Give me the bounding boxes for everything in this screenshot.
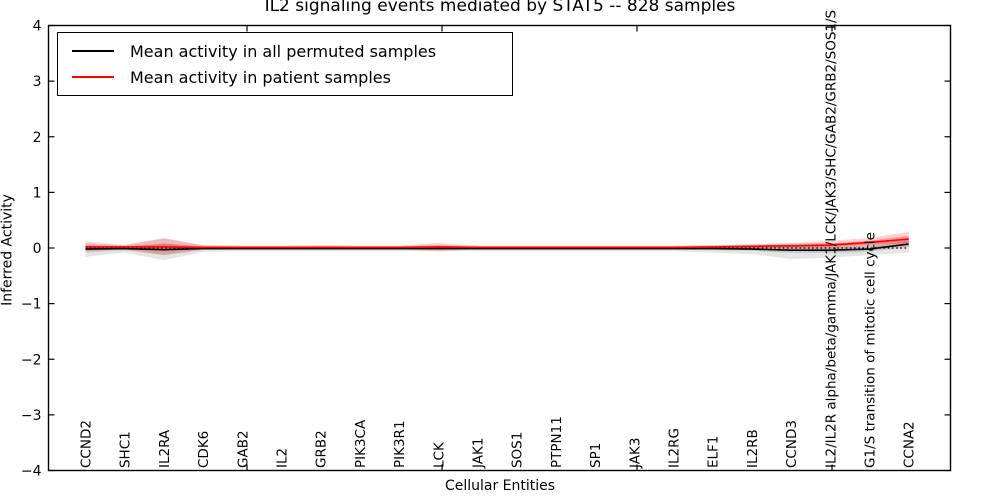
y-tick-label: 2 — [33, 130, 42, 146]
x-tick-label: IL2 — [275, 448, 291, 468]
y-tick-label: 3 — [33, 74, 42, 90]
mean-line-patient — [85, 238, 909, 249]
x-tick-label: PIK3CA — [353, 419, 369, 468]
legend-label-patient: Mean activity in patient samples — [130, 67, 391, 87]
x-tick-label: CCND3 — [784, 420, 800, 468]
x-tick-label: SOS1 — [510, 432, 526, 468]
x-tick-label: IL2RG — [667, 428, 683, 468]
legend-item-patient: Mean activity in patient samples — [72, 68, 512, 87]
x-tick-label: CDK6 — [196, 431, 212, 468]
x-tick-label: GRB2 — [314, 430, 330, 468]
y-tick-label: 0 — [33, 241, 42, 257]
x-tick-label: G1/S transition of mitotic cell cycle — [863, 232, 879, 468]
legend-line-permuted-icon — [72, 50, 114, 52]
y-tick-label: −3 — [21, 408, 42, 424]
legend-item-permuted: Mean activity in all permuted samples — [72, 42, 512, 61]
x-tick-label: JAK1 — [471, 438, 487, 469]
y-tick-label: −2 — [21, 352, 42, 368]
mean-line-permuted — [85, 243, 909, 251]
x-tick-label: IL2/IL2R alpha/beta/gamma/JAK1/LCK/JAK3/… — [823, 10, 839, 468]
confidence-band-patient-outer — [85, 231, 909, 256]
y-tick-label: −4 — [21, 464, 42, 480]
y-tick-label: 4 — [33, 19, 42, 35]
legend-label-permuted: Mean activity in all permuted samples — [130, 41, 437, 61]
y-tick-label: −1 — [21, 297, 42, 313]
legend: Mean activity in all permuted samples Me… — [57, 32, 513, 96]
x-tick-label: SHC1 — [118, 431, 134, 468]
x-tick-label: CCNA2 — [902, 421, 918, 468]
x-axis-label: Cellular Entities — [444, 478, 556, 494]
x-tick-label: PTPN11 — [549, 416, 565, 468]
legend-line-patient-icon — [72, 76, 114, 78]
x-tick-label: JAK3 — [627, 438, 643, 469]
x-tick-label: IL2RB — [745, 429, 761, 468]
x-tick-label: SP1 — [588, 443, 604, 468]
x-tick-label: LCK — [431, 441, 447, 468]
x-tick-label: CCND2 — [79, 420, 95, 468]
x-tick-label: GAB2 — [235, 430, 251, 468]
x-tick-label: ELF1 — [706, 436, 722, 468]
chart-title: IL2 signaling events mediated by STAT5 -… — [264, 0, 736, 16]
y-tick-label: 1 — [33, 185, 42, 201]
x-tick-label: IL2RA — [157, 429, 173, 468]
x-tick-label: PIK3R1 — [392, 420, 408, 468]
y-axis-label: Inferred Activity — [0, 194, 16, 306]
